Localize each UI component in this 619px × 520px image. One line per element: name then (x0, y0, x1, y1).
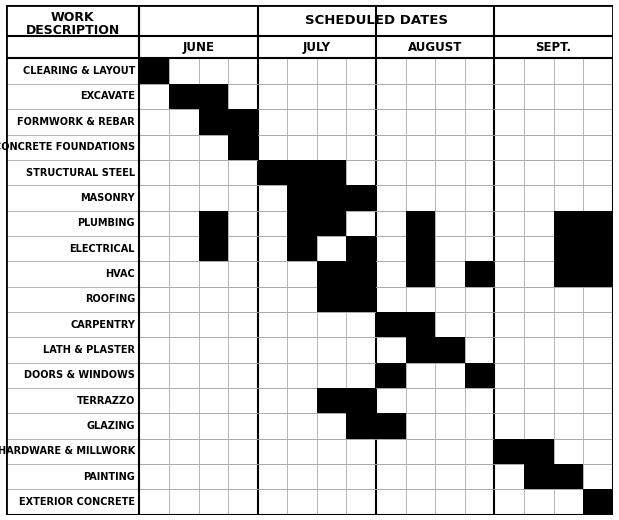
Bar (524, 439, 553, 464)
Text: EXCAVATE: EXCAVATE (80, 92, 135, 101)
Bar (287, 211, 317, 236)
Bar (405, 312, 435, 337)
Bar (376, 413, 405, 439)
Text: PAINTING: PAINTING (83, 472, 135, 482)
Text: HVAC: HVAC (105, 269, 135, 279)
Bar (405, 337, 435, 362)
Bar (199, 211, 228, 236)
Text: ELECTRICAL: ELECTRICAL (69, 243, 135, 254)
Text: SEPT.: SEPT. (535, 41, 572, 54)
Bar (317, 185, 347, 211)
Bar (287, 185, 317, 211)
Text: CLEARING & LAYOUT: CLEARING & LAYOUT (22, 66, 135, 76)
Bar (169, 84, 199, 109)
Bar (317, 388, 347, 413)
Bar (347, 413, 376, 439)
Bar (524, 464, 553, 489)
Bar (376, 312, 405, 337)
Text: JULY: JULY (303, 41, 331, 54)
Text: EXTERIOR CONCRETE: EXTERIOR CONCRETE (19, 497, 135, 507)
Bar (553, 211, 583, 236)
Bar (347, 388, 376, 413)
Text: GLAZING: GLAZING (87, 421, 135, 431)
Bar (435, 337, 465, 362)
Text: SCHEDULED DATES: SCHEDULED DATES (305, 14, 448, 27)
Bar (553, 236, 583, 261)
Text: LATH & PLASTER: LATH & PLASTER (43, 345, 135, 355)
Bar (553, 464, 583, 489)
Bar (228, 135, 258, 160)
Text: JUNE: JUNE (183, 41, 215, 54)
Bar (347, 236, 376, 261)
Bar (465, 362, 495, 388)
Bar (405, 261, 435, 287)
Bar (583, 489, 613, 515)
Text: STRUCTURAL STEEL: STRUCTURAL STEEL (26, 167, 135, 177)
Bar (228, 109, 258, 135)
Bar (317, 160, 347, 185)
Text: WORK: WORK (51, 11, 95, 24)
Bar (347, 287, 376, 312)
Bar (465, 261, 495, 287)
Text: PLUMBING: PLUMBING (77, 218, 135, 228)
Bar (139, 58, 169, 84)
Bar (347, 185, 376, 211)
Bar (199, 109, 228, 135)
Text: ROOFING: ROOFING (85, 294, 135, 304)
Bar (583, 236, 613, 261)
Bar (199, 84, 228, 109)
Bar (317, 261, 347, 287)
Bar (405, 236, 435, 261)
Bar (199, 236, 228, 261)
Bar (583, 211, 613, 236)
Bar (287, 160, 317, 185)
Bar (376, 362, 405, 388)
Bar (317, 211, 347, 236)
Bar (258, 160, 287, 185)
Bar (405, 211, 435, 236)
Text: DESCRIPTION: DESCRIPTION (25, 24, 120, 37)
Text: CONCRETE FOUNDATIONS: CONCRETE FOUNDATIONS (0, 142, 135, 152)
Text: TERRAZZO: TERRAZZO (77, 396, 135, 406)
Bar (287, 236, 317, 261)
Text: DOORS & WINDOWS: DOORS & WINDOWS (24, 370, 135, 380)
Bar (553, 261, 583, 287)
Bar (317, 287, 347, 312)
Bar (495, 439, 524, 464)
Bar (583, 261, 613, 287)
Text: AUGUST: AUGUST (408, 41, 462, 54)
Bar (347, 261, 376, 287)
Text: FORMWORK & REBAR: FORMWORK & REBAR (17, 117, 135, 127)
Text: MASONRY: MASONRY (80, 193, 135, 203)
Text: HARDWARE & MILLWORK: HARDWARE & MILLWORK (0, 446, 135, 457)
Text: CARPENTRY: CARPENTRY (70, 320, 135, 330)
